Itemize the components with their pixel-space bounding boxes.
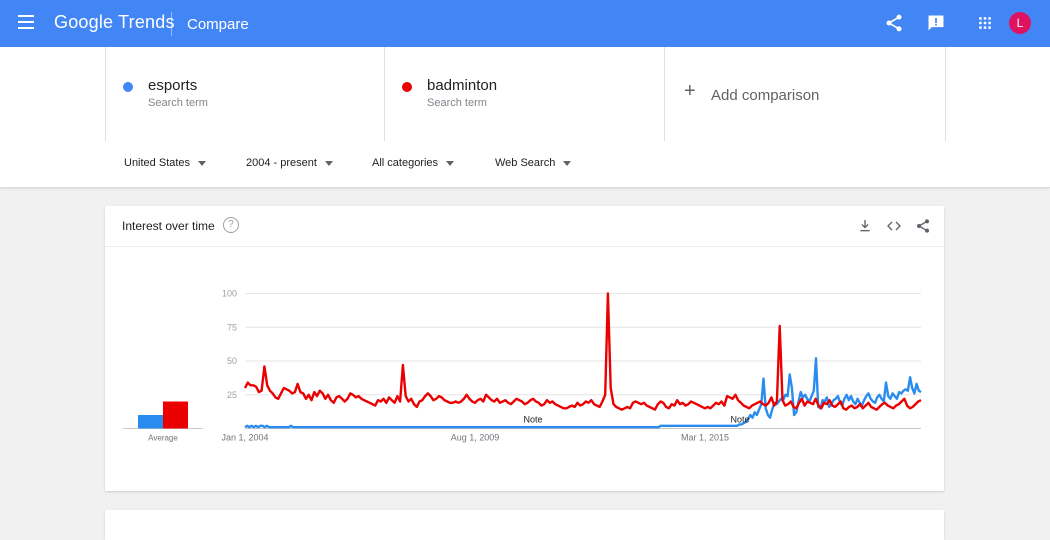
card-title: Interest over time — [122, 219, 215, 233]
term-name[interactable]: badminton — [427, 77, 498, 94]
x-tick-label: Jan 1, 2004 — [221, 433, 268, 443]
chart-labels: 100 75 50 25 Jan 1, 2004 Aug 1, 2009 Mar 1, 20… — [148, 289, 749, 443]
menu-icon[interactable] — [18, 15, 34, 29]
term-name[interactable]: esports — [148, 77, 198, 94]
y-tick-label: 50 — [227, 356, 237, 366]
y-tick-label: 25 — [227, 390, 237, 400]
interest-chart[interactable]: 100 75 50 25 Jan 1, 2004 Aug 1, 2009 Mar 1, 20… — [105, 246, 944, 491]
plus-icon: + — [684, 80, 696, 102]
time-range-value: 2004 - present — [246, 157, 317, 169]
category-dropdown[interactable]: All categories — [372, 157, 455, 169]
term-color-dot — [123, 82, 133, 92]
note-label: Note — [730, 415, 749, 425]
chart-lines — [243, 292, 922, 429]
time-range-dropdown[interactable]: 2004 - present — [246, 157, 333, 169]
filter-bar: United States 2004 - present All categor… — [0, 141, 1050, 188]
average-label: Average — [148, 434, 178, 443]
add-comparison-label: Add comparison — [711, 87, 820, 104]
chart-grid — [245, 293, 921, 429]
embed-icon[interactable] — [886, 218, 902, 234]
note-label: Note — [523, 415, 542, 425]
y-tick-label: 75 — [227, 322, 237, 332]
help-icon[interactable]: ? — [223, 217, 239, 233]
series-line-badminton — [243, 292, 922, 411]
average-bar-esports — [138, 415, 163, 429]
download-icon[interactable] — [857, 218, 873, 234]
chevron-down-icon — [563, 160, 572, 166]
y-tick-label: 100 — [222, 289, 237, 299]
top-app-bar: Google Trends Compare L — [0, 0, 1050, 47]
term-type: Search term — [148, 97, 208, 109]
feedback-icon[interactable] — [926, 13, 946, 33]
category-value: All categories — [372, 157, 439, 169]
google-trends-logo[interactable]: Google Trends — [54, 12, 175, 32]
interest-over-time-card: Interest over time ? 100 75 50 25 Jan 1, 200… — [105, 206, 944, 491]
x-tick-label: Aug 1, 2009 — [451, 433, 500, 443]
average-bar-badminton — [163, 401, 188, 429]
search-terms-bar: esports Search term badminton Search ter… — [0, 47, 1050, 142]
share-icon[interactable] — [884, 13, 904, 33]
chevron-down-icon — [198, 160, 207, 166]
series-line-esports — [244, 357, 922, 429]
term-type: Search term — [427, 97, 487, 109]
add-comparison-button[interactable]: + Add comparison — [664, 47, 946, 141]
term-card-badminton[interactable]: badminton Search term — [384, 47, 664, 141]
account-avatar[interactable]: L — [1009, 12, 1031, 34]
search-type-value: Web Search — [495, 157, 556, 169]
apps-icon[interactable] — [975, 13, 995, 33]
average-bars — [123, 401, 203, 429]
chevron-down-icon — [446, 160, 455, 166]
term-color-dot — [402, 82, 412, 92]
x-tick-label: Mar 1, 2015 — [681, 433, 729, 443]
term-card-esports[interactable]: esports Search term — [105, 47, 385, 141]
page-title: Compare — [187, 16, 249, 33]
next-card — [105, 510, 944, 540]
share-icon[interactable] — [915, 218, 931, 234]
search-type-dropdown[interactable]: Web Search — [495, 157, 572, 169]
card-header: Interest over time ? — [105, 206, 944, 247]
chevron-down-icon — [324, 160, 333, 166]
region-value: United States — [124, 157, 191, 169]
header-divider — [171, 12, 172, 36]
region-dropdown[interactable]: United States — [124, 157, 207, 169]
